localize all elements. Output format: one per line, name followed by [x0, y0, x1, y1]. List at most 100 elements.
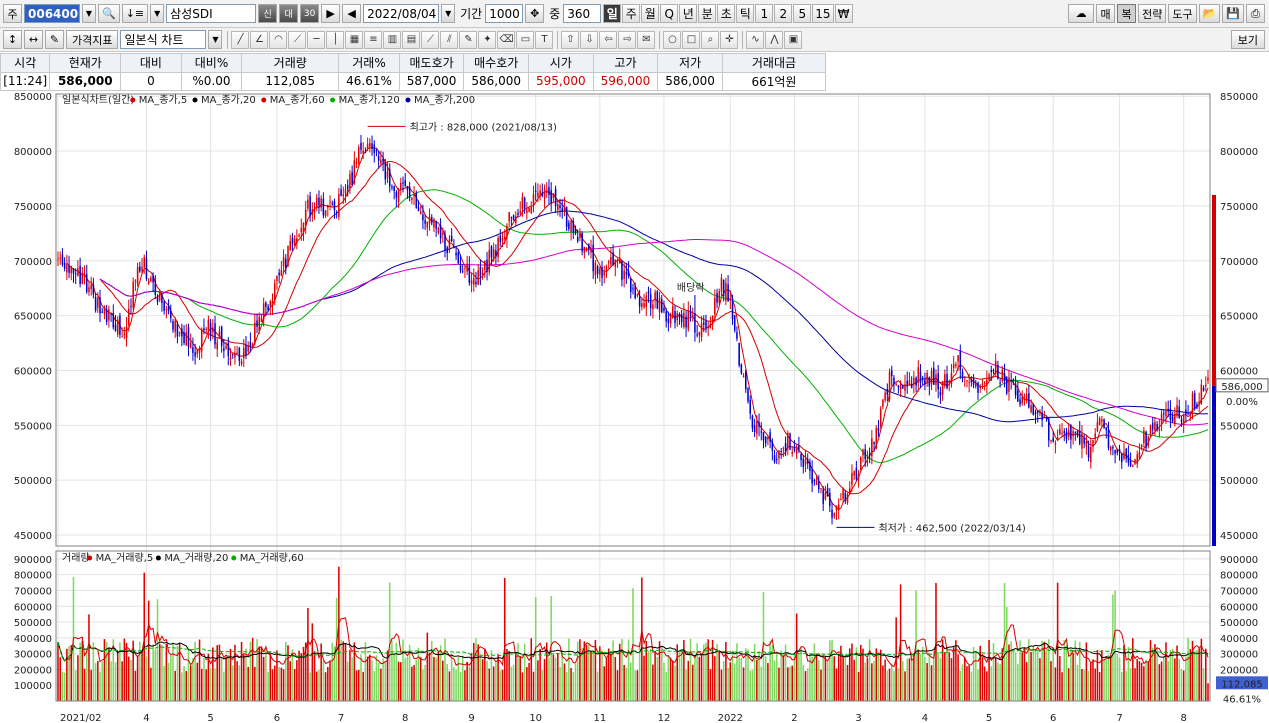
cycle-icon[interactable]: ▤ [402, 30, 421, 49]
gann-grid-icon[interactable]: ▦ [345, 30, 364, 49]
screenshot-icon[interactable]: ▣ [784, 30, 803, 49]
fibonacci-icon[interactable]: ≡ [364, 30, 383, 49]
note-icon[interactable]: ▭ [516, 30, 535, 49]
candle-body [192, 347, 194, 353]
price-legend-item: MA_종가,5 [139, 94, 187, 106]
magic-icon[interactable]: ✦ [478, 30, 497, 49]
candle-body [437, 227, 440, 233]
interval-button[interactable]: 일 [603, 4, 622, 23]
candle-body [882, 399, 884, 407]
folder-icon[interactable]: 📂 [1198, 4, 1221, 23]
interval-button[interactable]: 1 [755, 4, 774, 23]
chart-type-select[interactable]: 일본식 차트 [120, 30, 207, 49]
print-icon[interactable]: ⎙ [1246, 4, 1265, 23]
left-right-icon[interactable]: ↔ [24, 30, 43, 49]
stock-code-input[interactable]: 006400 [24, 4, 80, 23]
text-tool-icon[interactable]: T [535, 30, 554, 49]
up-down-icon[interactable]: ↕ [3, 30, 22, 49]
pattern-icon[interactable]: ⋀ [765, 30, 784, 49]
view-button[interactable]: 보기 [1230, 30, 1265, 49]
vertical-line-icon[interactable]: │ [326, 30, 345, 49]
pencil-icon[interactable]: ✎ [459, 30, 478, 49]
candlestick [240, 358, 243, 367]
interval-button[interactable]: 2 [774, 4, 793, 23]
volume-bar [1147, 661, 1150, 701]
up-arrow-icon[interactable]: ⇧ [561, 30, 580, 49]
fan-tool-icon[interactable]: ⟋ [288, 30, 307, 49]
candlestick [594, 260, 597, 284]
interval-button[interactable]: 분 [698, 4, 717, 23]
candle-body [561, 208, 564, 212]
cross-icon[interactable]: ✛ [720, 30, 739, 49]
sort-icon[interactable]: ↓≡ [121, 4, 149, 23]
date-dropdown-arrow[interactable]: ▼ [441, 4, 456, 23]
candlestick [829, 487, 831, 513]
zoom-icon[interactable]: ✥ [525, 4, 545, 23]
zoom-area-icon[interactable]: ⌕ [701, 30, 720, 49]
annotation-label: 최저가 : 462,500 (2022/03/14) [878, 522, 1025, 534]
interval-button[interactable]: 초 [717, 4, 736, 23]
circle-icon[interactable]: ○ [663, 30, 682, 49]
retracement-icon[interactable]: ▥ [383, 30, 402, 49]
market-tab[interactable]: 주 [3, 4, 22, 23]
interval-button[interactable]: ₩ [834, 4, 853, 23]
tools-button[interactable]: 도구 [1168, 4, 1197, 23]
volume-bar [360, 654, 362, 701]
interval-button[interactable]: Q [660, 4, 679, 23]
sort-dropdown-arrow[interactable]: ▼ [150, 4, 165, 23]
line-tool-icon[interactable]: ╱ [231, 30, 250, 49]
volume-bar [599, 646, 601, 701]
wave-icon[interactable]: ∿ [746, 30, 765, 49]
candlestick [395, 190, 398, 208]
stock-name-field[interactable]: 삼성SDI [166, 4, 257, 23]
volume-bar [698, 656, 701, 701]
date-input[interactable]: 2022/08/04 [363, 4, 440, 23]
trade-button[interactable]: 매 [1096, 4, 1116, 23]
chart-type-dropdown-arrow[interactable]: ▼ [208, 30, 223, 49]
eraser-icon[interactable]: ⌫ [497, 30, 516, 49]
candlestick [601, 260, 603, 286]
candlestick [1185, 400, 1187, 423]
candlestick [725, 277, 727, 306]
candlestick [959, 344, 962, 380]
candlestick [634, 282, 636, 300]
volume-bar [501, 669, 504, 701]
candlestick [656, 290, 659, 310]
cloud-icon[interactable]: ☁ [1068, 4, 1095, 23]
play-back-icon[interactable]: ◀ [342, 4, 362, 23]
volume-bar [742, 667, 745, 701]
channel-icon[interactable]: ⟋ [421, 30, 440, 49]
memo-icon[interactable]: ✉ [637, 30, 656, 49]
angle-tool-icon[interactable]: ∠ [250, 30, 269, 49]
period-input[interactable]: 1000 [485, 4, 524, 23]
candle-body [72, 268, 75, 274]
strategy-button[interactable]: 전략 [1138, 4, 1167, 23]
down-arrow-icon[interactable]: ⇩ [580, 30, 599, 49]
search-icon[interactable]: 🔍 [98, 4, 120, 23]
interval-button[interactable]: 틱 [736, 4, 755, 23]
interval-button[interactable]: 년 [679, 4, 698, 23]
candle-body [422, 214, 424, 221]
edit-icon[interactable]: ✎ [45, 30, 64, 49]
right-arrow-icon[interactable]: ⇨ [618, 30, 637, 49]
price-legend-title: 일본식차트(일간) [62, 94, 134, 106]
multi-chart-button[interactable]: 복 [1117, 4, 1137, 23]
candle-body [1205, 384, 1207, 387]
code-dropdown-arrow[interactable]: ▼ [82, 4, 96, 23]
volume-bar [123, 638, 126, 701]
save-icon[interactable]: 💾 [1222, 4, 1244, 23]
horizontal-line-icon[interactable]: ─ [307, 30, 326, 49]
candle-body [333, 201, 336, 211]
interval-button[interactable]: 월 [641, 4, 660, 23]
overlap-input[interactable]: 360 [563, 4, 602, 23]
indicator-button[interactable]: 가격지표 [66, 30, 119, 49]
interval-button[interactable]: 15 [812, 4, 834, 23]
square-icon[interactable]: □ [682, 30, 701, 49]
play-forward-icon[interactable]: ▶ [321, 4, 341, 23]
interval-button[interactable]: 주 [622, 4, 641, 23]
left-arrow-icon[interactable]: ⇦ [599, 30, 618, 49]
arc-tool-icon[interactable]: ◠ [269, 30, 288, 49]
interval-button[interactable]: 5 [793, 4, 812, 23]
parallel-line-icon[interactable]: ⫽ [440, 30, 459, 49]
